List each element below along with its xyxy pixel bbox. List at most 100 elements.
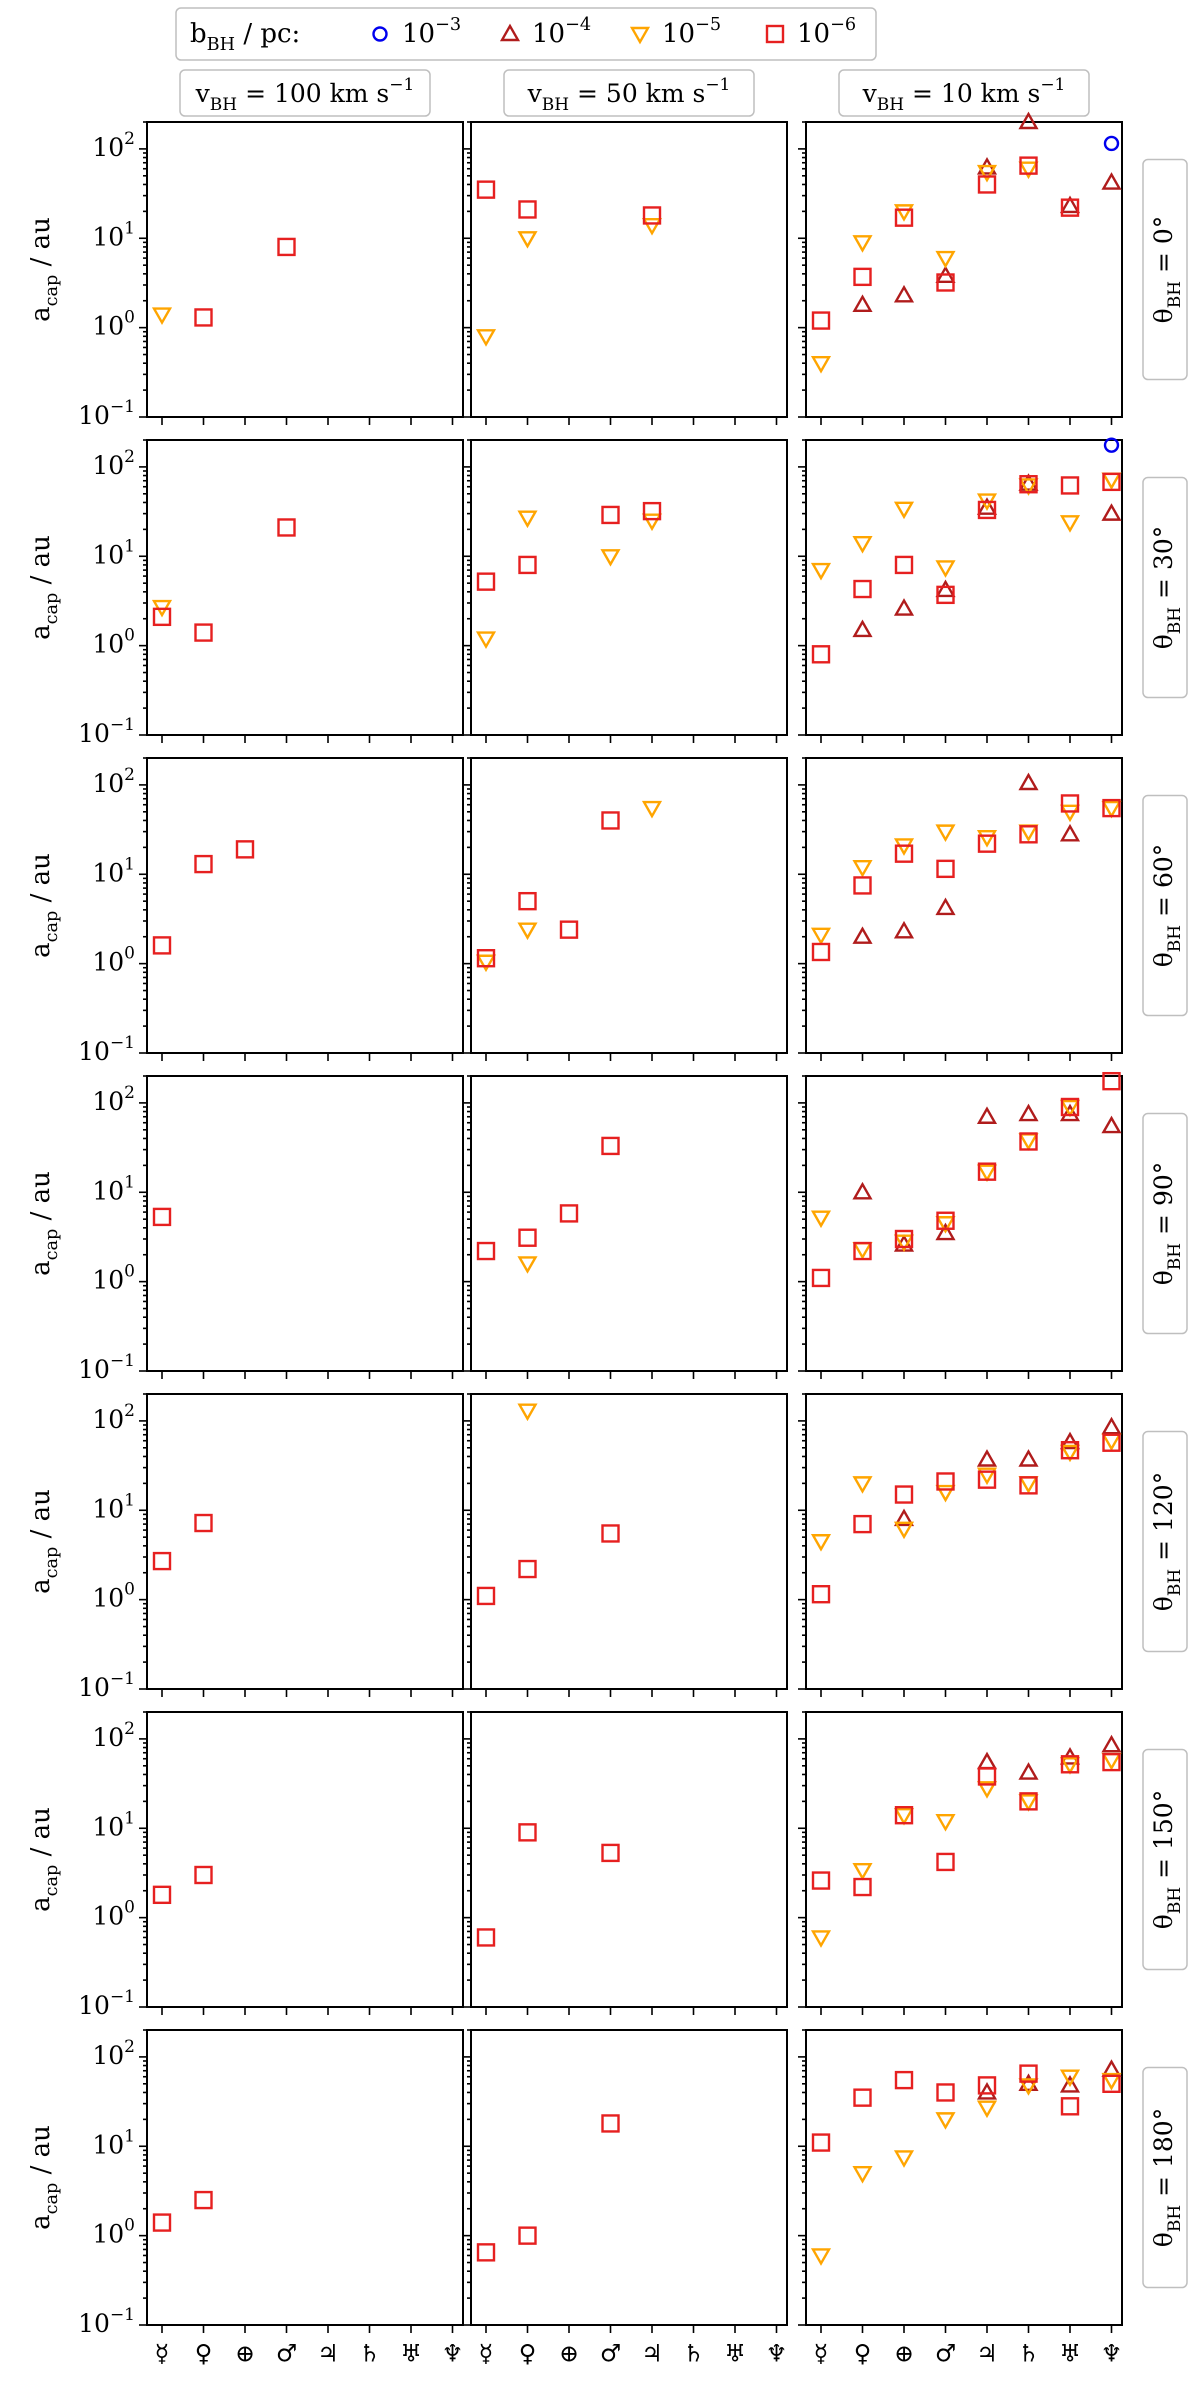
data-point-b1e-4 (1059, 1103, 1081, 1122)
x-tick-label: ♃ (317, 2340, 339, 2368)
data-point-b1e-6 (559, 1204, 579, 1223)
panel-r6-c1: 102​ 101​ 100​ 10−1​ acap​ / au (26, 1711, 464, 2020)
data-point-b1e-5 (893, 1234, 915, 1253)
data-point-b1e-6 (811, 1585, 831, 1604)
data-point-b1e-6 (1060, 476, 1080, 495)
data-point-b1e-4 (1101, 1416, 1122, 1435)
data-point-b1e-5 (1018, 1794, 1039, 1812)
data-point-b1e-5 (600, 549, 621, 567)
data-point-b1e-6 (1060, 2097, 1080, 2116)
data-point-b1e-6 (152, 1207, 172, 1227)
data-point-b1e-6 (894, 555, 914, 575)
panel-r5-c3 (798, 1393, 1123, 1697)
data-point-b1e-6 (1060, 1755, 1080, 1774)
data-point-b1e-5 (852, 1862, 873, 1881)
data-point-b1e-5 (852, 1242, 873, 1260)
data-point-b1e-6 (936, 585, 955, 605)
data-point-b1e-6 (152, 1551, 172, 1571)
data-point-b1e-5 (976, 1164, 998, 1183)
data-point-b1e-5 (1018, 824, 1039, 843)
data-point-b1e-4 (976, 2082, 998, 2100)
data-point-b1e-6 (1019, 1792, 1038, 1811)
data-point-b1e-6 (811, 645, 831, 664)
panel-r6-c3 (798, 1711, 1123, 2015)
y-tick-label: 102​ (92, 2036, 135, 2069)
data-point-b1e-4 (1018, 1762, 1039, 1780)
x-tick-label: ♀ (519, 2340, 537, 2368)
legend-label-4: 10−6​ (797, 15, 856, 49)
data-point-b1e-5 (810, 1534, 832, 1552)
data-point-b1e-6 (853, 2088, 872, 2107)
data-point-b1e-6 (977, 500, 997, 520)
data-point-b1e-6 (936, 273, 955, 292)
data-point-b1e-5 (852, 536, 873, 554)
data-point-b1e-6 (194, 1513, 213, 1533)
x-tick-label: ♃ (976, 2340, 998, 2368)
data-point-b1e-5 (1101, 1752, 1122, 1771)
legend-marker-2 (499, 23, 521, 42)
data-point-b1e-5 (852, 235, 873, 253)
data-point-b1e-6 (936, 859, 955, 879)
panel-r1-c2 (463, 121, 788, 425)
data-point-b1e-5 (151, 307, 173, 325)
axes-frame (470, 121, 788, 418)
data-point-b1e-5 (641, 218, 663, 236)
data-point-b1e-6 (853, 1241, 872, 1261)
y-axis-label: acap​ / au (26, 1489, 62, 1594)
data-point-b1e-6 (476, 1241, 496, 1261)
data-point-b1e-5 (1018, 2078, 1039, 2096)
y-tick-label: 100​ (92, 307, 135, 340)
data-point-b1e-5 (935, 1484, 956, 1503)
data-point-b1e-5 (935, 2112, 956, 2130)
y-axis-label: acap​ / au (26, 1171, 62, 1276)
data-point-b1e-5 (935, 824, 956, 843)
data-point-b1e-6 (936, 1852, 955, 1872)
row-titles: θBH​ = 0° θBH​ = 30° θBH​ = 60° θBH​ = 90° θ… (1142, 158, 1188, 2289)
data-point-b1e-6 (977, 834, 997, 853)
data-point-b1e-6 (194, 854, 213, 874)
x-tick-label: ♂ (276, 2340, 298, 2368)
data-point-b1e-6 (977, 1767, 997, 1786)
column-title-3: vBH​ = 10 km s−1​ (862, 75, 1066, 115)
data-point-b1e-4 (1018, 1103, 1039, 1122)
x-tick-label: ☿ (479, 2340, 494, 2368)
data-point-b1e-6 (235, 840, 255, 859)
data-point-b1e-5 (1059, 515, 1081, 533)
y-axis-label: acap​ / au (26, 1807, 62, 1912)
axes-frame (470, 757, 788, 1054)
panel-r3-c1: 102​ 101​ 100​ 10−1​ acap​ / au (26, 757, 464, 1066)
data-point-b1e-6 (1019, 2064, 1038, 2083)
legend-title: bBH​ / pc: (190, 19, 300, 55)
y-tick-label: 10−1​ (78, 1033, 135, 1066)
axes-frame (805, 1075, 1123, 1372)
data-point-b1e-6 (518, 1559, 537, 1579)
data-point-b1e-5 (1101, 472, 1122, 491)
data-point-b1e-6 (811, 942, 831, 962)
data-point-b1e-6 (476, 572, 496, 591)
data-point-b1e-5 (1018, 478, 1039, 496)
data-point-b1e-4 (852, 294, 873, 313)
data-point-b1e-5 (976, 1467, 998, 1486)
row-title-4: θBH​ = 90° (1149, 1162, 1185, 1286)
data-point-b1e-5 (517, 1256, 538, 1274)
data-point-b1e-6 (977, 1470, 997, 1489)
data-point-b1e-6 (977, 1162, 997, 1181)
panel-r4-c3 (798, 1071, 1123, 1379)
axes-frame (146, 757, 464, 1054)
data-point-b1e-5 (1059, 2069, 1081, 2088)
data-point-b1e-6 (601, 1524, 620, 1543)
data-point-b1e-6 (977, 2076, 997, 2095)
y-tick-label: 102​ (92, 1400, 135, 1433)
y-tick-label: 10−1​ (78, 1669, 135, 1702)
data-point-b1e-6 (518, 555, 537, 575)
data-point-b1e-6 (853, 267, 872, 287)
data-point-b1e-6 (476, 1928, 496, 1947)
y-tick-label: 101​ (92, 1490, 135, 1523)
data-point-b1e-3 (1103, 135, 1120, 152)
data-point-b1e-6 (936, 1472, 955, 1491)
data-point-b1e-6 (194, 1865, 213, 1885)
data-point-b1e-5 (893, 2150, 915, 2168)
data-point-b1e-6 (601, 2114, 620, 2133)
data-point-b1e-5 (1018, 1476, 1039, 1494)
x-tick-label: ♄ (359, 2340, 381, 2368)
